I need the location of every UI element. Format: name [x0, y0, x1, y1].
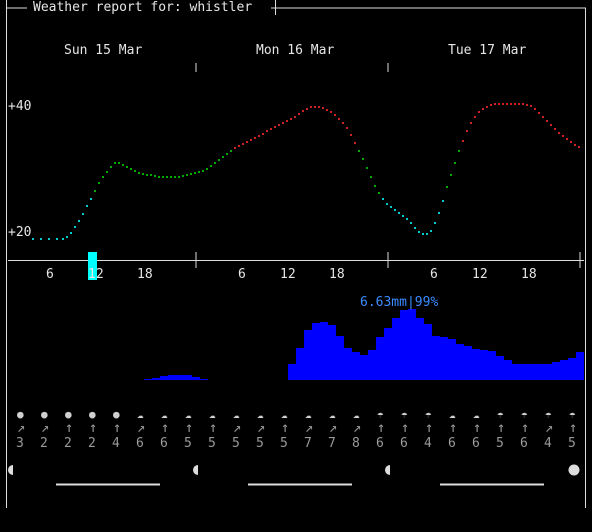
wind-speed: 4 [544, 436, 552, 451]
wind-direction-icon: ↑ [89, 420, 98, 436]
wind-direction-icon: ↑ [65, 420, 74, 436]
wind-speed: 5 [256, 436, 264, 451]
cloud-rain-icon: ☂ [545, 408, 552, 421]
wind-speed: 6 [520, 436, 528, 451]
wind-direction-icon: ↑ [377, 420, 386, 436]
wind-speed: 7 [328, 436, 336, 451]
cloud-moon-icon: ☁ [137, 408, 144, 421]
moon-icon: ● [65, 408, 72, 421]
wind-speed: 8 [352, 436, 360, 451]
wind-direction-icon: ↗ [233, 420, 242, 436]
wind-direction-icon: ↑ [209, 420, 218, 436]
wind-direction-icon: ↗ [329, 420, 338, 436]
wind-direction-icon: ↗ [545, 420, 554, 436]
hour-label: 18 [137, 267, 153, 282]
rain-peak-label: 6.63mm|99% [360, 295, 439, 310]
cloud-moon-icon: ☁ [233, 408, 240, 421]
wind-speed: 5 [208, 436, 216, 451]
wind-direction-icon: ↗ [17, 420, 26, 436]
hour-label: 18 [329, 267, 345, 282]
day-label-tue: Tue 17 Mar [448, 43, 527, 58]
hour-label: 12 [280, 267, 296, 282]
day-label-sun: Sun 15 Mar [64, 43, 143, 58]
wind-speed: 5 [232, 436, 240, 451]
temp-axis-top: +40 [8, 99, 32, 114]
cloud-sun-icon: ☁ [473, 408, 480, 421]
wind-direction-icon: ↗ [353, 420, 362, 436]
wind-speed: 6 [160, 436, 168, 451]
moon-icon: ● [41, 408, 48, 421]
wind-speed: 4 [112, 436, 120, 451]
hour-label: 6 [430, 267, 438, 282]
wind-direction-icon: ↗ [257, 420, 266, 436]
cloud-rain-icon: ☂ [569, 408, 576, 421]
cloud-rain-icon: ☂ [425, 408, 432, 421]
day-label-mon: Mon 16 Mar [256, 43, 335, 58]
wind-speed: 7 [304, 436, 312, 451]
cloud-rain-icon: ☂ [497, 408, 504, 421]
wind-direction-icon: ↑ [161, 420, 170, 436]
precipitation-bars [144, 309, 584, 380]
full-moon-icon [568, 464, 580, 476]
moon-phase-icon [385, 464, 396, 476]
wind-speed: 5 [280, 436, 288, 451]
wind-direction-icon: ↗ [305, 420, 314, 436]
wind-direction-icon: ↑ [281, 420, 290, 436]
wind-speed: 2 [40, 436, 48, 451]
wind-direction-icon: ↑ [569, 420, 578, 436]
hour-label: 12 [472, 267, 488, 282]
hour-label: 6 [46, 267, 54, 282]
wind-speed: 6 [400, 436, 408, 451]
moon-icon: ● [113, 408, 120, 421]
moon-icon: ● [89, 408, 96, 421]
wind-direction-icon: ↑ [449, 420, 458, 436]
temperature-curve [32, 103, 580, 240]
wind-speed: 5 [496, 436, 504, 451]
hour-label: 18 [521, 267, 537, 282]
temp-axis-bottom: +20 [8, 225, 32, 240]
wind-direction-icon: ↗ [137, 420, 146, 436]
wind-speed: 6 [472, 436, 480, 451]
cloud-moon-icon: ☁ [161, 408, 168, 421]
hour-label: 6 [238, 267, 246, 282]
wind-speed: 2 [88, 436, 96, 451]
wind-speed: 5 [184, 436, 192, 451]
wind-speed: 3 [16, 436, 24, 451]
wind-direction-icon: ↑ [497, 420, 506, 436]
cloud-moon-icon: ☁ [281, 408, 288, 421]
wind-direction-icon: ↑ [473, 420, 482, 436]
cloud-rain-icon: ☂ [521, 408, 528, 421]
wind-direction-icon: ↑ [113, 420, 122, 436]
moon-icon: ● [17, 408, 24, 421]
cloud-moon-icon: ☁ [185, 408, 192, 421]
wind-speed: 6 [448, 436, 456, 451]
cloud-rain-icon: ☂ [401, 408, 408, 421]
report-title: Weather report for: whistler [27, 0, 259, 15]
cloud-sun-icon: ☁ [329, 408, 336, 421]
now-marker [88, 252, 97, 280]
wind-speed: 4 [424, 436, 432, 451]
cloud-sun-icon: ☁ [353, 408, 360, 421]
moon-phase-icon [193, 464, 204, 476]
cloud-moon-icon: ☁ [209, 408, 216, 421]
moon-phase-icon [8, 464, 19, 476]
cloud-sun-icon: ☁ [305, 408, 312, 421]
wind-direction-icon: ↑ [401, 420, 410, 436]
cloud-moon-icon: ☁ [257, 408, 264, 421]
wind-speed: 6 [136, 436, 144, 451]
wind-direction-icon: ↗ [41, 420, 50, 436]
cloud-sun-icon: ☁ [449, 408, 456, 421]
hour-label: 12 [88, 267, 104, 282]
wind-direction-icon: ↑ [185, 420, 194, 436]
wind-direction-icon: ↑ [425, 420, 434, 436]
wind-direction-icon: ↑ [521, 420, 530, 436]
wind-speed: 5 [568, 436, 576, 451]
wind-speed: 6 [376, 436, 384, 451]
cloud-rain-icon: ☂ [377, 408, 384, 421]
wind-speed: 2 [64, 436, 72, 451]
